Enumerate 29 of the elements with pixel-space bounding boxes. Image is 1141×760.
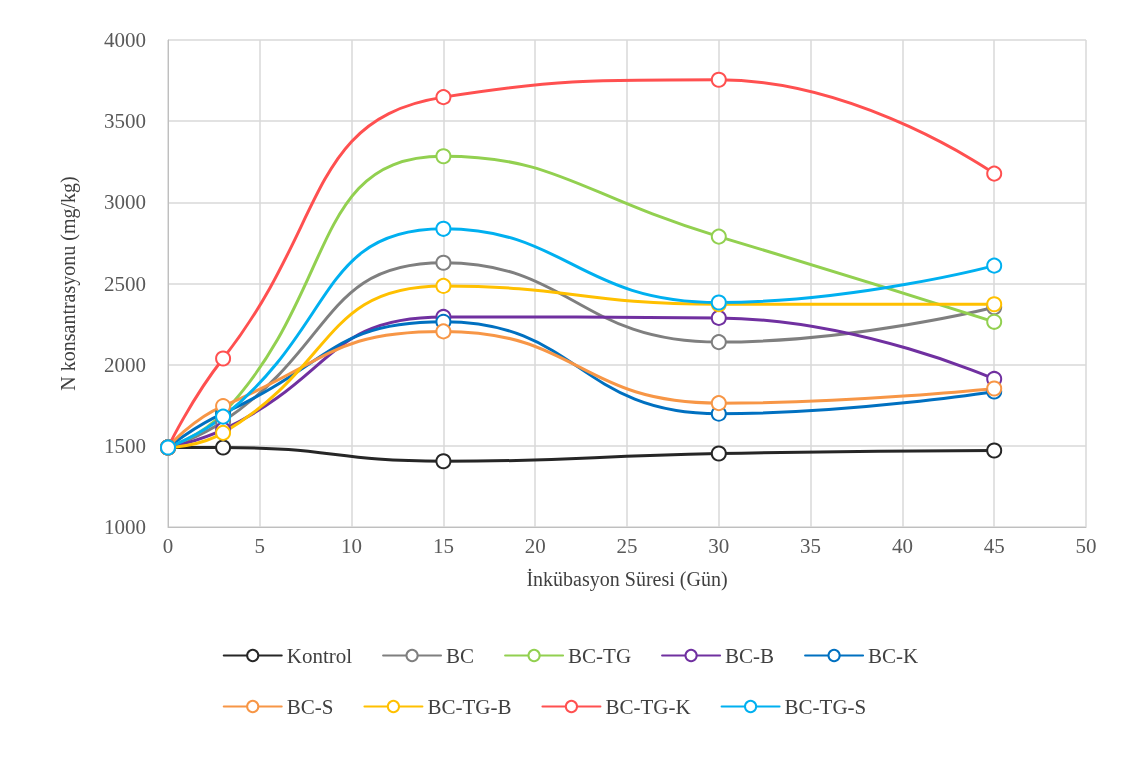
y-tick-label: 2500	[104, 271, 146, 296]
x-tick-label: 40	[891, 533, 913, 558]
legend-label: BC-B	[725, 643, 775, 668]
x-tick-label: 30	[708, 533, 730, 558]
y-axis-title: N konsantrasyonu (mg/kg)	[57, 176, 80, 391]
x-tick-label: 50	[1075, 533, 1097, 558]
x-tick-label: 25	[616, 533, 638, 558]
legend-label: BC-S	[286, 694, 334, 719]
y-tick-label: 3500	[104, 109, 146, 134]
x-tick-label: 10	[341, 533, 363, 558]
x-tick-label: 20	[524, 533, 546, 558]
x-tick-label: 15	[432, 533, 454, 558]
legend-label: BC-TG	[568, 643, 632, 668]
x-axis-title: İnkübasyon Süresi (Gün)	[526, 568, 728, 591]
x-tick-label: 5	[254, 533, 266, 558]
y-tick-label: 1000	[104, 515, 146, 539]
y-tick-label: 2000	[104, 352, 146, 377]
legend-label: BC-K	[868, 643, 919, 668]
legend-label: Kontrol	[286, 643, 353, 668]
legend-label: BC-TG-S	[784, 694, 867, 719]
y-tick-label: 1500	[104, 433, 146, 458]
y-tick-label: 4000	[104, 28, 146, 52]
y-tick-label: 3000	[104, 190, 146, 215]
legend-label: BC-TG-K	[605, 694, 691, 719]
legend-label: BC-TG-B	[427, 694, 512, 719]
legend-label: BC	[446, 643, 475, 668]
x-tick-label: 45	[983, 533, 1005, 558]
x-tick-label: 35	[800, 533, 822, 558]
x-tick-label: 0	[162, 533, 174, 558]
